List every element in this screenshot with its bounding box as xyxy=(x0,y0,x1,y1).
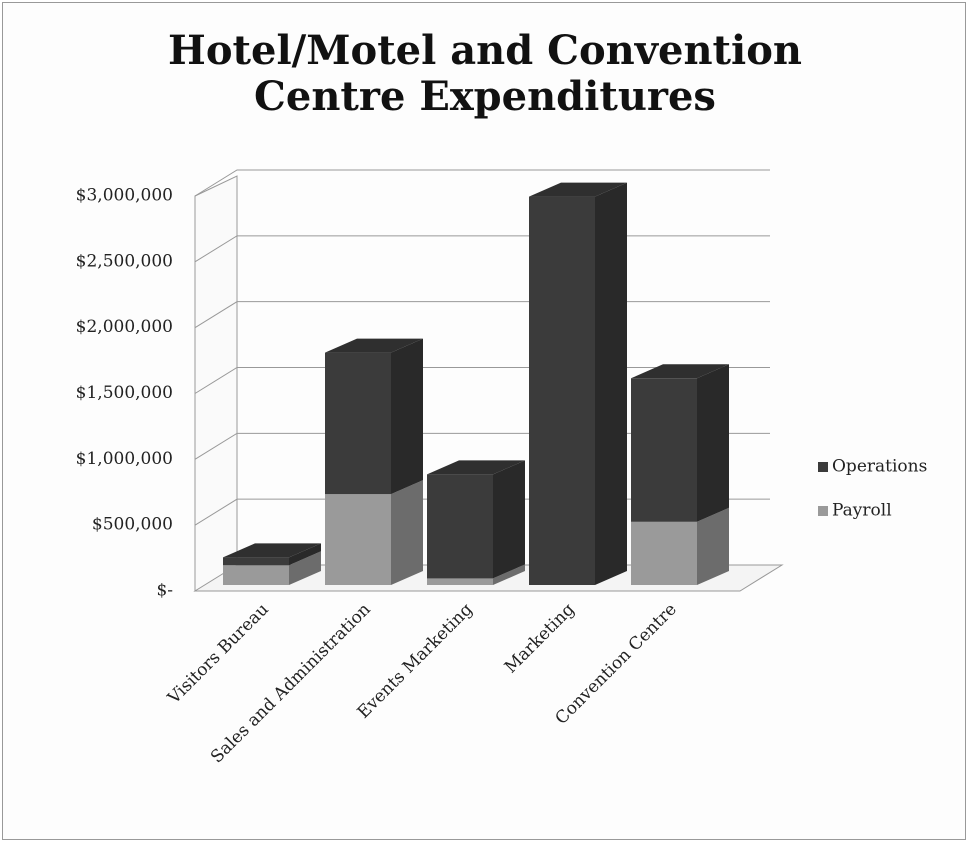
bar-front xyxy=(427,474,493,579)
y-tick-label: $- xyxy=(156,581,173,601)
bar-front xyxy=(631,378,697,522)
bar-front xyxy=(223,565,289,585)
bar-side xyxy=(493,564,525,585)
bar-top xyxy=(529,182,627,197)
y-tick-label: $3,000,000 xyxy=(76,186,173,206)
grid-line xyxy=(194,301,770,329)
bar-front xyxy=(427,578,493,585)
y-tick-label: $2,000,000 xyxy=(76,317,173,337)
bar-front xyxy=(325,494,391,585)
bar-side xyxy=(289,543,321,566)
bar-top xyxy=(325,338,423,353)
y-tick-label: $1,000,000 xyxy=(76,449,173,469)
bar-top xyxy=(631,364,729,379)
grid-line xyxy=(194,169,770,197)
grid-line xyxy=(194,235,770,263)
bar-front xyxy=(325,352,391,495)
y-tick-label: $1,500,000 xyxy=(76,383,173,403)
bar-side xyxy=(493,460,525,579)
bar-top xyxy=(427,460,525,475)
bar-side xyxy=(289,551,321,585)
bar-side xyxy=(595,182,627,586)
bar-side xyxy=(391,480,423,585)
bar-top xyxy=(223,543,321,558)
legend-swatch xyxy=(818,462,828,472)
x-tick-label: Visitors Bureau xyxy=(163,600,272,709)
x-tick-label: Events Marketing xyxy=(354,600,477,723)
bar-front xyxy=(223,557,289,566)
chart-title: Hotel/Motel and Convention Centre Expend… xyxy=(168,27,802,120)
bar-front xyxy=(631,521,697,585)
y-tick-label: $2,500,000 xyxy=(76,251,173,271)
bar-front xyxy=(529,196,595,586)
x-tick-label: Marketing xyxy=(501,599,579,677)
back-wall xyxy=(194,175,238,592)
legend-swatch xyxy=(818,506,828,516)
bar-side xyxy=(391,338,423,495)
y-tick-label: $500,000 xyxy=(92,515,173,535)
legend-label: Operations xyxy=(832,457,927,477)
legend-label: Payroll xyxy=(832,501,892,521)
bar-side xyxy=(697,507,729,585)
bar-side xyxy=(697,364,729,522)
